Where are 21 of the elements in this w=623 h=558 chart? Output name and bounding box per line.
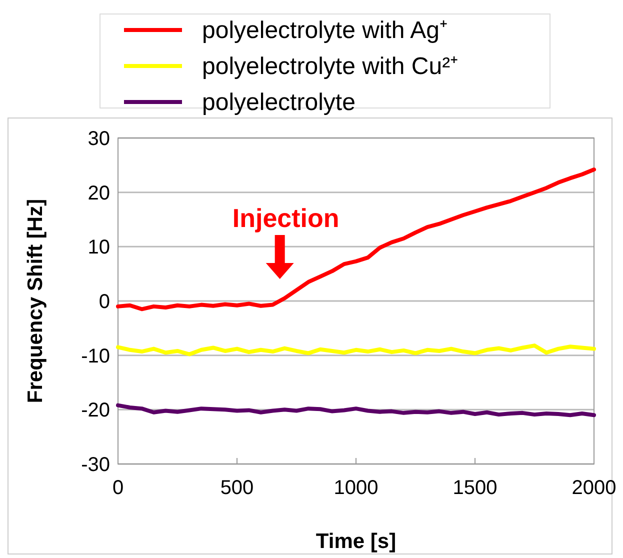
x-axis-title: Time [s] [316, 530, 396, 553]
legend-label: polyelectrolyte [202, 89, 356, 116]
annotation: Injection [232, 203, 340, 233]
x-tick-label: 2000 [572, 477, 616, 499]
y-tick-label: -20 [81, 400, 110, 422]
legend-label: polyelectrolyte with Cu²⁺ [202, 53, 458, 80]
y-tick-label: 20 [88, 182, 110, 204]
y-tick-label: -10 [81, 345, 110, 368]
y-tick-label: 0 [98, 291, 110, 313]
y-tick-label: 30 [88, 128, 110, 150]
x-tick-label: 1500 [452, 477, 498, 499]
x-tick-label: 1000 [334, 477, 378, 499]
x-tick-label: 0 [112, 477, 124, 499]
y-tick-label: 10 [88, 236, 110, 259]
x-tick-label: 500 [220, 477, 254, 499]
y-tick-label: -30 [81, 454, 110, 476]
line-series [116, 403, 596, 418]
legend-label: polyelectrolyte with Ag⁺ [202, 17, 448, 44]
line-series [116, 344, 596, 356]
y-axis-title: Frequency Shift [Hz] [24, 198, 47, 404]
line-series [116, 168, 596, 312]
